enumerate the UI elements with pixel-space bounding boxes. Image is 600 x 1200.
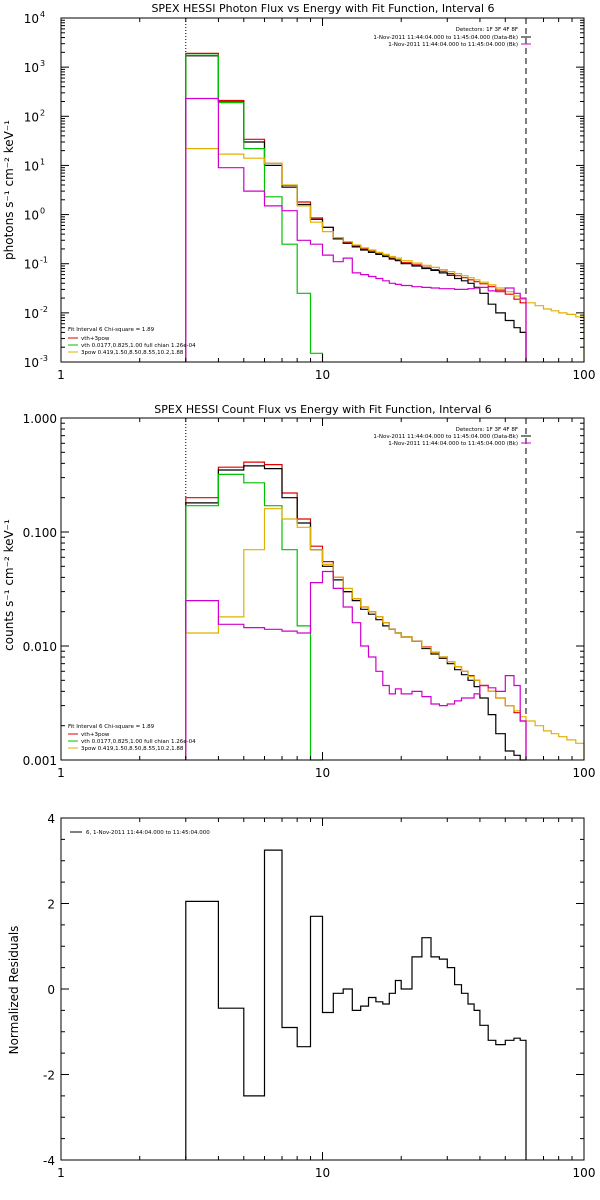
panel1-ytick-exponent: 2 xyxy=(40,108,45,117)
panel1-ytick-label: 10 xyxy=(24,209,39,223)
panel1-ytick-label: 10 xyxy=(24,307,39,321)
panel1-series-bk xyxy=(185,97,527,362)
panel1-fit-interval: Fit Interval 6 Chi-square = 1.89 xyxy=(68,327,155,333)
panel2-series-vth-3pow xyxy=(185,461,527,760)
panel1-xtick-label: 10 xyxy=(315,368,330,382)
panel1-xtick-label: 1 xyxy=(57,368,65,382)
panel2-xtick-label: 10 xyxy=(315,766,330,780)
panel2-fit-3pow: 3pow 0.419,1.50,8.50,8.55,10.2,1.88 xyxy=(81,746,184,752)
count-flux-panel: SPEX HESSI Count Flux vs Energy with Fit… xyxy=(2,403,595,780)
panel3-ylabel: Normalized Residuals xyxy=(7,926,21,1055)
panel1-ylabel: photons s⁻¹ cm⁻² keV⁻¹ xyxy=(2,120,16,260)
panel1-ytick-exponent: -3 xyxy=(40,354,48,363)
panel2-series-bk xyxy=(185,570,527,760)
panel3-ytick-label: 0 xyxy=(47,983,55,997)
panel3-xtick-label: 1 xyxy=(57,1166,65,1180)
panel3-ytick-label: -4 xyxy=(43,1154,55,1168)
panel2-series-vth xyxy=(185,473,323,761)
panel3-legend-label: 6, 1-Nov-2011 11:44:04.000 to 11:45:04.0… xyxy=(86,830,210,836)
panel2-ytick-label: 0.001 xyxy=(23,754,57,768)
panel2-fit-interval: Fit Interval 6 Chi-square = 1.89 xyxy=(68,724,155,730)
panel1-series-3pow xyxy=(185,148,585,362)
panel2-xtick-label: 1 xyxy=(57,766,65,780)
panel1-plot-frame xyxy=(60,17,585,363)
panel1-ytick-exponent: 0 xyxy=(40,207,45,216)
panel2-title: SPEX HESSI Count Flux vs Energy with Fit… xyxy=(154,403,491,416)
panel2-legend-bk-line: 1-Nov-2011 11:44:04.000 to 11:45:04.000 … xyxy=(388,441,518,447)
panel2-legend-detectors: Detectors: 1F 3F 4F 8F xyxy=(456,427,518,433)
panel1-ytick-exponent: -2 xyxy=(40,305,48,314)
panel1-legend-detectors: Detectors: 1F 3F 4F 8F xyxy=(456,27,518,33)
panel1-ytick-exponent: 3 xyxy=(40,59,45,68)
panel2-ytick-label: 1.000 xyxy=(23,412,57,426)
photon-flux-panel: SPEX HESSI Photon Flux vs Energy with Fi… xyxy=(2,2,595,382)
panel2-xtick-label: 100 xyxy=(573,766,596,780)
panel2-series-3pow xyxy=(185,508,585,760)
panel1-fit-total: vth+3pow xyxy=(81,336,110,342)
panel3-xtick-label: 10 xyxy=(315,1166,330,1180)
panel2-fit-total: vth+3pow xyxy=(81,732,110,738)
panel3-ytick-label: 2 xyxy=(47,898,55,912)
panel2-ylabel: counts s⁻¹ cm⁻² keV⁻¹ xyxy=(2,519,16,651)
panel1-ytick-label: 10 xyxy=(24,61,39,75)
panel2-ytick-label: 0.100 xyxy=(23,526,57,540)
panel1-ytick-exponent: 4 xyxy=(40,10,45,19)
panel1-ytick-label: 10 xyxy=(24,258,39,272)
panel2-plot-frame xyxy=(60,417,585,761)
panel3-legend: 6, 1-Nov-2011 11:44:04.000 to 11:45:04.0… xyxy=(70,830,210,836)
panel1-ytick-label: 10 xyxy=(24,356,39,370)
panel1-series-data-bk xyxy=(185,55,527,362)
panel1-legend-bk-line: 1-Nov-2011 11:44:04.000 to 11:45:04.000 … xyxy=(388,42,518,48)
panel1-ytick-exponent: -1 xyxy=(40,256,48,265)
panel2-series-data-bk xyxy=(185,465,526,761)
panel2-ytick-label: 0.010 xyxy=(23,640,57,654)
panel2-legend: Detectors: 1F 3F 4F 8F 1-Nov-2011 11:44:… xyxy=(68,427,531,752)
panel1-series-vth xyxy=(185,54,324,362)
panel3-ytick-label: 4 xyxy=(47,812,55,826)
panel1-legend: Detectors: 1F 3F 4F 8F 1-Nov-2011 11:44:… xyxy=(68,27,531,356)
panel1-title: SPEX HESSI Photon Flux vs Energy with Fi… xyxy=(151,2,494,15)
panel1-fit-3pow: 3pow 0.419,1.50,8.50,8.55,10.2,1.88 xyxy=(81,350,184,356)
panel1-series-vth-3pow xyxy=(185,52,527,362)
panel2-fit-vth: vth 0.0177,0.825,1.00 full chian 1.26e-0… xyxy=(81,739,196,745)
residuals-panel: Normalized Residuals 1 10 100 -4 -2 0 2 4 6, 1-… xyxy=(7,812,595,1180)
panel1-xtick-label: 100 xyxy=(573,368,596,382)
panel3-series-6-1-nov-2011-11-44-04-000-to-11-45-04-000 xyxy=(185,849,527,1160)
panel1-ytick-label: 10 xyxy=(24,110,39,124)
panel1-fit-vth: vth 0.0177,0.825,1.00 full chian 1.26e-0… xyxy=(81,343,196,349)
panel1-legend-data-line: 1-Nov-2011 11:44:04.000 to 11:45:04.000 … xyxy=(373,35,518,41)
panel3-ytick-label: -2 xyxy=(43,1069,55,1083)
panel3-xtick-label: 100 xyxy=(573,1166,596,1180)
panel1-ytick-label: 10 xyxy=(24,159,39,173)
panel1-ytick-label: 10 xyxy=(24,12,39,26)
panel1-ytick-exponent: 1 xyxy=(40,157,45,166)
panel2-legend-data-line: 1-Nov-2011 11:44:04.000 to 11:45:04.000 … xyxy=(373,434,518,440)
